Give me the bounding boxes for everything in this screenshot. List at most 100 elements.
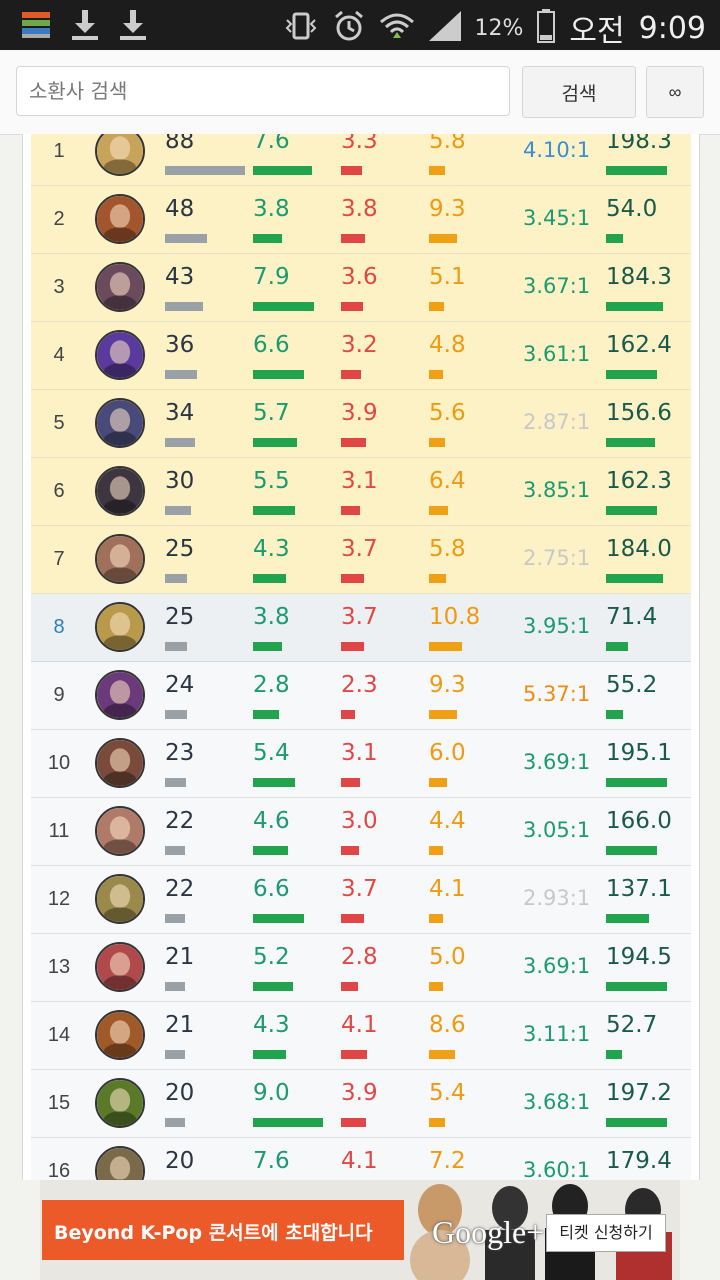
kda-value: 3.68:1 (523, 1090, 591, 1114)
table-row[interactable]: 3 43 7.9 3.6 5.1 3.67:1 184.3 (31, 254, 691, 322)
assists-bar (429, 1118, 445, 1127)
champion-avatar-icon[interactable] (95, 874, 145, 924)
kills-bar (253, 574, 286, 583)
games-bar (165, 234, 208, 243)
champion-avatar-icon[interactable] (95, 194, 145, 244)
kills-value: 4.3 (253, 1012, 290, 1038)
champion-avatar-icon[interactable] (95, 670, 145, 720)
summoner-search-input[interactable] (16, 66, 510, 116)
cs-bar (606, 642, 629, 651)
table-row[interactable]: 15 20 9.0 3.9 5.4 3.68:1 197.2 (31, 1070, 691, 1138)
games-value: 20 (165, 1080, 195, 1106)
champion-avatar-icon[interactable] (95, 134, 145, 176)
deaths-value: 4.1 (341, 1148, 378, 1174)
cs-bar (606, 234, 623, 243)
rank: 12 (47, 888, 71, 910)
assists-value: 4.8 (429, 332, 466, 358)
champion-avatar-icon[interactable] (95, 534, 145, 584)
champion-avatar-icon[interactable] (95, 1078, 145, 1128)
champion-avatar-icon[interactable] (95, 942, 145, 992)
kills-bar (253, 914, 304, 923)
cs-value: 137.1 (606, 876, 672, 902)
signal-icon (428, 11, 461, 45)
search-button[interactable]: 검색 (522, 66, 636, 118)
table-row[interactable]: 2 48 3.8 3.8 9.3 3.45:1 54.0 (31, 186, 691, 254)
games-bar (165, 438, 196, 447)
rank: 9 (53, 684, 65, 706)
kills-value: 2.8 (253, 672, 290, 698)
table-row[interactable]: 5 34 5.7 3.9 5.6 2.87:1 156.6 (31, 390, 691, 458)
deaths-bar (341, 642, 365, 651)
champion-avatar-icon[interactable] (95, 398, 145, 448)
table-row[interactable]: 1 88 7.6 3.3 5.8 4.10:1 198.3 (31, 134, 691, 186)
cs-value: 71.4 (606, 604, 658, 630)
champion-avatar-icon[interactable] (95, 330, 145, 380)
assists-value: 10.8 (429, 604, 481, 630)
assists-bar (429, 982, 444, 991)
champion-avatar-icon[interactable] (95, 466, 145, 516)
infinity-button[interactable]: ∞ (646, 66, 704, 118)
table-row[interactable]: 6 30 5.5 3.1 6.4 3.85:1 162.3 (31, 458, 691, 526)
cs-value: 194.5 (606, 944, 672, 970)
table-row[interactable]: 14 21 4.3 4.1 8.6 3.11:1 52.7 (31, 1002, 691, 1070)
kills-bar (253, 778, 296, 787)
deaths-value: 3.9 (341, 400, 378, 426)
champion-avatar-icon[interactable] (95, 1146, 145, 1180)
rank: 11 (48, 820, 70, 842)
champion-avatar-icon[interactable] (95, 738, 145, 788)
wifi-icon (379, 10, 415, 46)
ad-ticket-button[interactable]: 티켓 신청하기 (546, 1214, 666, 1252)
table-row[interactable]: 4 36 6.6 3.2 4.8 3.61:1 162.4 (31, 322, 691, 390)
kda-value: 3.69:1 (523, 954, 591, 978)
table-row[interactable]: 9 24 2.8 2.3 9.3 5.37:1 55.2 (31, 662, 691, 730)
battery-percent: 12% (474, 15, 524, 41)
table-row[interactable]: 12 22 6.6 3.7 4.1 2.93:1 137.1 (31, 866, 691, 934)
assists-bar (429, 506, 449, 515)
games-bar (165, 1050, 185, 1059)
kills-value: 3.8 (253, 196, 290, 222)
cs-value: 162.4 (606, 332, 672, 358)
rank: 4 (53, 344, 65, 366)
kda-value: 3.69:1 (523, 750, 591, 774)
deaths-bar (341, 370, 361, 379)
games-value: 34 (165, 400, 195, 426)
games-bar (165, 846, 185, 855)
table-row[interactable]: 7 25 4.3 3.7 5.8 2.75:1 184.0 (31, 526, 691, 594)
kda-value: 3.11:1 (523, 1022, 591, 1046)
deaths-value: 3.6 (341, 264, 378, 290)
kda-value: 3.67:1 (523, 274, 591, 298)
assists-bar (429, 302, 445, 311)
champion-avatar-icon[interactable] (95, 806, 145, 856)
assists-bar (429, 574, 446, 583)
table-row[interactable]: 16 20 7.6 4.1 7.2 3.60:1 179.4 (31, 1138, 691, 1180)
kda-value: 3.45:1 (523, 206, 591, 230)
deaths-bar (341, 1050, 367, 1059)
singer-figure-icon (485, 1186, 535, 1280)
cs-value: 198.3 (606, 134, 672, 154)
assists-bar (429, 234, 457, 243)
cs-bar (606, 302, 664, 311)
champion-avatar-icon[interactable] (95, 1010, 145, 1060)
table-row[interactable]: 11 22 4.6 3.0 4.4 3.05:1 166.0 (31, 798, 691, 866)
table-row[interactable]: 10 23 5.4 3.1 6.0 3.69:1 195.1 (31, 730, 691, 798)
assists-value: 6.0 (429, 740, 466, 766)
assists-value: 5.6 (429, 400, 466, 426)
rank: 8 (53, 616, 65, 638)
table-row[interactable]: 8 25 3.8 3.7 10.8 3.95:1 71.4 (31, 594, 691, 662)
kills-bar (253, 1118, 323, 1127)
ad-banner[interactable]: Beyond K-Pop 콘서트에 초대합니다 Google+ 티켓 신청하기 (40, 1180, 680, 1280)
kda-value: 3.85:1 (523, 478, 591, 502)
champion-avatar-icon[interactable] (95, 262, 145, 312)
champion-avatar-icon[interactable] (95, 602, 145, 652)
cs-value: 52.7 (606, 1012, 658, 1038)
cs-bar (606, 1050, 623, 1059)
ad-google-logo: Google+ (432, 1214, 545, 1250)
kills-value: 7.6 (253, 1148, 290, 1174)
kills-value: 7.6 (253, 134, 290, 154)
kills-value: 9.0 (253, 1080, 290, 1106)
assists-value: 5.8 (429, 536, 466, 562)
assists-bar (429, 846, 443, 855)
deaths-value: 2.8 (341, 944, 378, 970)
games-value: 22 (165, 876, 195, 902)
table-row[interactable]: 13 21 5.2 2.8 5.0 3.69:1 194.5 (31, 934, 691, 1002)
